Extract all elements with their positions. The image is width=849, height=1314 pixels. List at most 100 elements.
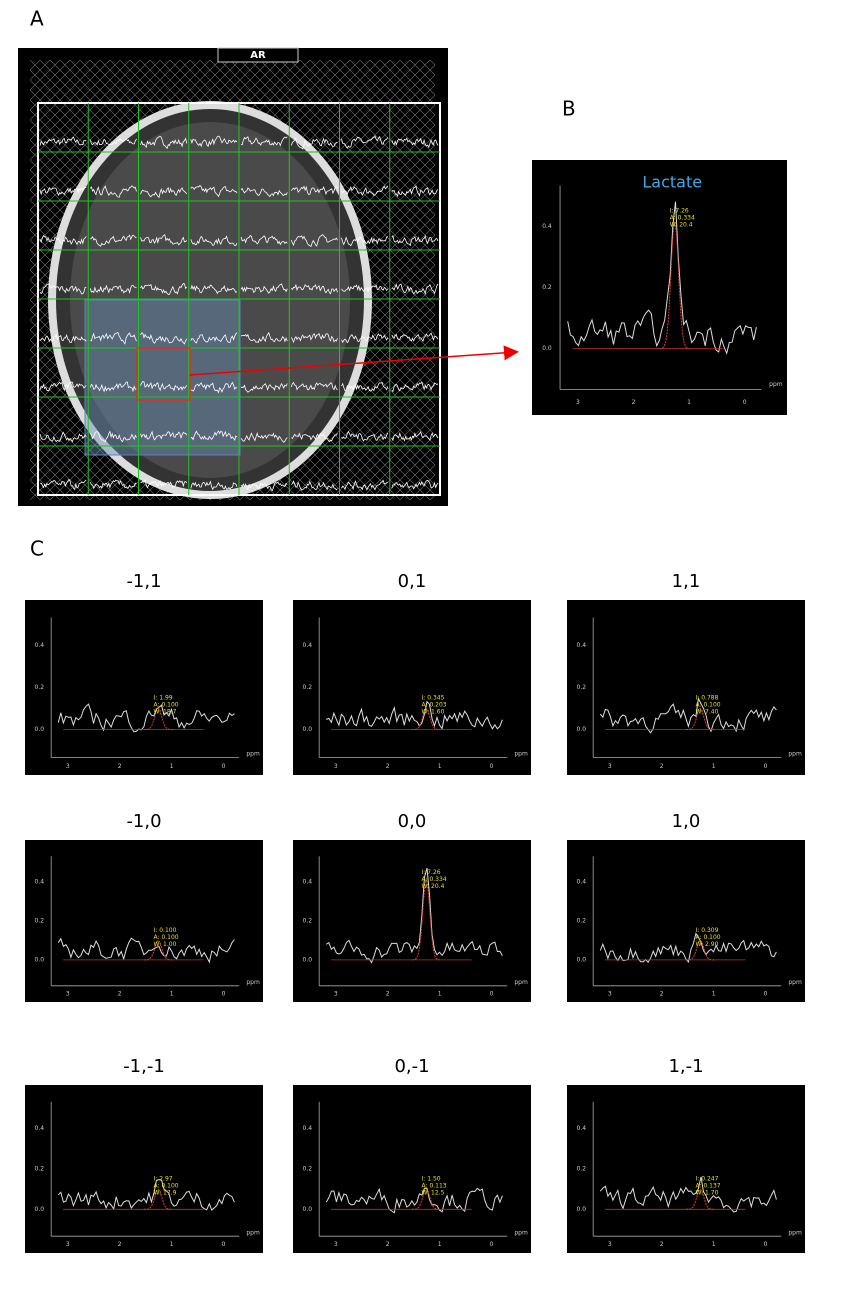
voxel-spectrum <box>391 480 439 490</box>
voxel-spectrum <box>39 478 87 491</box>
y-tick-label: 0.4 <box>542 223 552 230</box>
voxel-spectrum <box>190 135 238 148</box>
plot-background <box>567 600 805 775</box>
spectrum <box>599 696 777 734</box>
roi-box <box>84 299 241 456</box>
x-unit: ppm <box>788 1229 802 1236</box>
selected-voxel <box>136 347 191 401</box>
fit-curve <box>411 878 441 961</box>
voxel-spectrum <box>291 480 338 491</box>
fit-annotation: A: 0.334 <box>422 876 447 883</box>
x-tick-label: 3 <box>66 1241 70 1248</box>
x-tick-label: 0 <box>743 399 747 406</box>
fit-annotation: I: 7.26 <box>670 208 689 215</box>
y-tick-label: 0.4 <box>303 879 313 886</box>
x-tick-label: 0 <box>222 990 226 997</box>
y-tick-label: 0.4 <box>577 1125 587 1132</box>
x-tick-label: 1 <box>170 1241 174 1248</box>
fit-annotation: A: 0.100 <box>154 934 179 941</box>
y-tick-label: 0.0 <box>35 726 45 733</box>
voxel-spectrum <box>341 479 388 491</box>
y-tick-label: 0.4 <box>35 642 45 649</box>
fit-annotation: A: 0.137 <box>696 1183 721 1190</box>
y-tick-label: 0.0 <box>303 726 313 733</box>
plot-background <box>25 600 263 775</box>
x-unit: ppm <box>514 979 528 986</box>
plot-title: -1,-1 <box>123 1056 165 1077</box>
fit-annotation: A: 0.100 <box>696 702 721 709</box>
voxel-spectrum <box>89 284 137 294</box>
plot-background <box>293 1085 531 1253</box>
y-tick-label: 0.0 <box>35 956 45 963</box>
fit-annotation: I: 0.345 <box>422 695 445 702</box>
voxel-spectrum <box>190 284 238 295</box>
y-tick-label: 0.2 <box>577 1166 587 1173</box>
plot-title: 0,-1 <box>394 1056 429 1077</box>
x-tick-label: 0 <box>490 1241 494 1248</box>
plot-title: Lactate <box>642 172 702 191</box>
x-tick-label: 3 <box>334 990 338 997</box>
voxel-spectrum <box>240 136 288 147</box>
panel-label: A <box>30 7 44 31</box>
x-tick-label: 3 <box>608 763 612 770</box>
plot-background <box>25 840 263 1002</box>
voxel-spectrum <box>39 136 87 146</box>
fit-annotation: W: 20.4 <box>670 222 693 229</box>
fit-curve <box>144 1188 173 1210</box>
voxel-spectrum <box>291 432 338 443</box>
x-tick-label: 2 <box>632 399 636 406</box>
plot-title: 0,1 <box>398 571 427 592</box>
y-tick-label: 0.2 <box>577 684 587 691</box>
spectrum <box>325 1187 503 1214</box>
x-unit: ppm <box>246 751 260 758</box>
plot-background <box>293 840 531 1002</box>
voxel-spectrum <box>190 184 238 198</box>
voxel-spectrum <box>140 430 188 441</box>
x-tick-label: 2 <box>660 763 664 770</box>
voxel-spectrum <box>290 332 338 344</box>
voxel-spectrum <box>341 333 389 344</box>
voxel-spectrum <box>240 235 288 246</box>
x-unit: ppm <box>246 979 260 986</box>
x-tick-label: 1 <box>170 763 174 770</box>
spectrum <box>326 700 503 730</box>
voxel-spectrum <box>240 431 288 443</box>
fit-curve <box>412 1188 441 1210</box>
x-unit: ppm <box>769 381 783 388</box>
voxel-spectrum <box>290 381 338 391</box>
x-tick-label: 1 <box>687 399 691 406</box>
header-box <box>217 47 299 63</box>
fit-annotation: W: 1.60 <box>422 709 445 716</box>
x-tick-label: 3 <box>66 763 70 770</box>
fit-annotation: W: 1.00 <box>154 941 177 948</box>
x-tick-label: 1 <box>438 1241 442 1248</box>
voxel-spectrum <box>290 234 338 248</box>
x-tick-label: 1 <box>712 990 716 997</box>
fit-annotation: I: 0.309 <box>696 927 719 934</box>
fit-curve <box>144 939 173 961</box>
y-tick-label: 0.2 <box>35 684 45 691</box>
x-tick-label: 0 <box>222 1241 226 1248</box>
spectrum <box>57 937 235 964</box>
plot-title: 1,-1 <box>668 1056 703 1077</box>
x-tick-label: 2 <box>660 1241 664 1248</box>
y-tick-label: 0.4 <box>577 642 587 649</box>
plot-background <box>293 600 531 775</box>
x-unit: ppm <box>788 979 802 986</box>
x-tick-label: 0 <box>764 1241 768 1248</box>
spectrum <box>599 1176 777 1213</box>
voxel-spectrum <box>89 430 137 443</box>
x-tick-label: 2 <box>386 1241 390 1248</box>
voxel-spectrum <box>391 234 439 247</box>
x-tick-label: 3 <box>334 763 338 770</box>
x-tick-label: 1 <box>712 763 716 770</box>
y-tick-label: 0.2 <box>577 918 587 925</box>
x-tick-label: 2 <box>118 990 122 997</box>
